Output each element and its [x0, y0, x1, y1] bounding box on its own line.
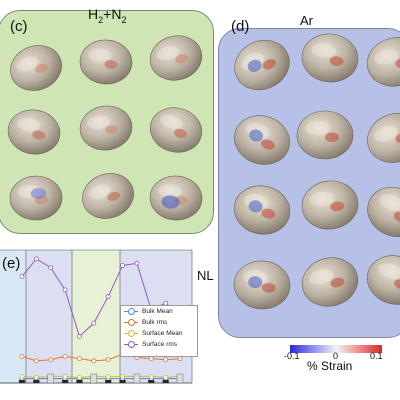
series-point	[33, 375, 39, 380]
grain-shape	[366, 37, 400, 87]
colorbar-min-label: -0.1	[284, 351, 300, 361]
grain-shape	[79, 105, 133, 151]
legend-swatch	[124, 330, 138, 337]
bar-mark	[162, 379, 169, 384]
legend-item-bulk-mean: Bulk Mean	[121, 306, 197, 317]
grain-shape	[82, 173, 134, 219]
bar-mark	[61, 379, 69, 384]
legend-item-surface-mean: Surface Mean	[121, 328, 197, 339]
panel-d-grains	[233, 33, 400, 310]
series-point	[148, 356, 154, 362]
grain-shape	[301, 180, 359, 230]
grain-shape	[149, 175, 203, 221]
series-point	[62, 354, 68, 359]
series-point	[120, 263, 125, 268]
legend-swatch	[124, 308, 138, 315]
series-point	[163, 375, 169, 380]
panel-d-title: Ar	[300, 13, 313, 28]
series-point	[148, 373, 154, 379]
series-point	[77, 356, 82, 362]
panel-c-title: H2+N2	[88, 6, 127, 25]
grain-shape	[10, 45, 62, 91]
bar-mark	[76, 379, 83, 384]
panel-e-nl-label: NL	[197, 268, 214, 283]
panel-e-series	[19, 256, 183, 381]
bar-mark	[133, 373, 141, 384]
series-point	[19, 373, 25, 379]
bar-mark	[176, 373, 184, 384]
legend-swatch	[124, 341, 138, 348]
grain-shape	[234, 115, 290, 165]
bar-mark	[104, 379, 112, 384]
series-point	[77, 334, 82, 339]
panel-d-label: (d)	[231, 18, 250, 35]
region-ar-1	[26, 250, 72, 383]
grain-shape	[367, 187, 400, 237]
bar-mark	[33, 379, 40, 384]
series-line-1	[21, 353, 181, 362]
grain-shape	[301, 257, 359, 307]
series-point	[48, 265, 54, 271]
series-point	[33, 358, 39, 364]
series-point	[177, 356, 183, 362]
series-point	[62, 373, 68, 379]
grain-shape	[149, 107, 203, 153]
grain-shape	[79, 39, 133, 85]
grain-shape	[9, 175, 63, 221]
legend-item-surface-rms: Surface rms	[121, 339, 197, 350]
panel-e-bars	[18, 373, 184, 384]
bar-mark	[18, 379, 26, 384]
bar-mark	[90, 373, 98, 384]
grain-shape	[7, 109, 61, 155]
series-point	[77, 375, 82, 380]
strain-colorbar	[290, 345, 382, 353]
series-point	[19, 354, 25, 359]
grain-shape	[367, 113, 400, 163]
colorbar-max-label: 0.1	[370, 351, 383, 361]
series-point	[33, 256, 39, 262]
panel-e-legend: Bulk Mean Bulk rms Surface Mean Surface …	[120, 305, 198, 357]
grain-shape	[149, 35, 203, 81]
series-point	[91, 320, 97, 326]
grain-shape	[233, 260, 291, 310]
bar-mark	[119, 379, 126, 384]
panel-e-label: (e)	[2, 255, 21, 272]
grain-shape	[233, 185, 291, 235]
panel-c-label: (c)	[10, 18, 28, 35]
grain-shape	[234, 39, 290, 91]
series-point	[62, 287, 68, 293]
series-point	[105, 294, 111, 299]
grain-shape	[296, 110, 354, 160]
legend-item-bulk-rms: Bulk rms	[121, 317, 197, 328]
colorbar-title: % Strain	[307, 359, 353, 373]
legend-swatch	[124, 319, 138, 326]
series-point	[134, 260, 140, 266]
series-point	[163, 357, 169, 363]
series-point	[91, 358, 97, 364]
series-point	[120, 373, 125, 379]
colorbar-mid-label: 0	[333, 351, 339, 361]
panel-c-grains	[7, 35, 203, 221]
grain-shape	[366, 255, 400, 305]
series-point	[105, 357, 111, 363]
bar-mark	[148, 379, 155, 384]
region-left	[0, 250, 26, 383]
series-point	[19, 274, 25, 280]
grain-shape	[301, 33, 359, 83]
region-h2n2	[72, 250, 120, 383]
series-point	[105, 373, 111, 379]
series-point	[48, 357, 54, 363]
bar-mark	[47, 373, 54, 384]
